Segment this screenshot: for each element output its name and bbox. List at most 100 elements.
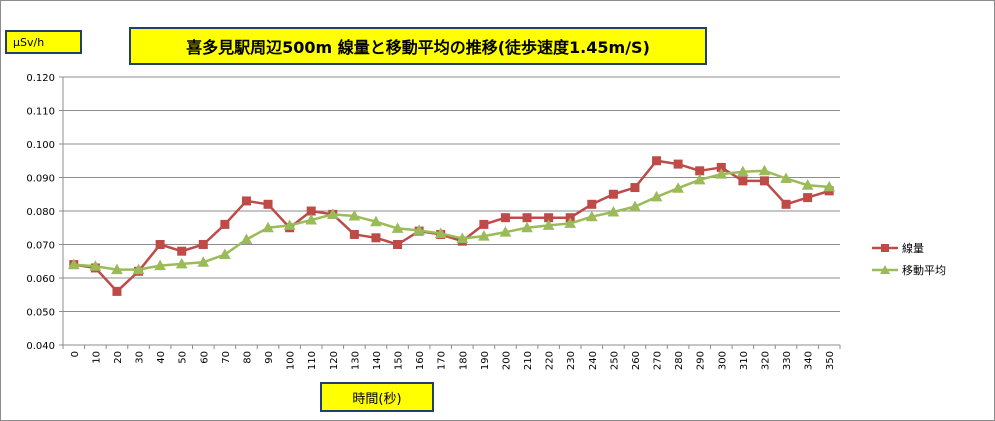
x-tick-label: 20 bbox=[113, 351, 124, 364]
x-tick-label: 260 bbox=[631, 351, 642, 370]
x-tick-label: 0 bbox=[70, 351, 81, 357]
x-tick-label: 60 bbox=[199, 351, 210, 364]
x-tick-label: 210 bbox=[523, 351, 534, 370]
y-tick-label: 0.090 bbox=[26, 174, 55, 185]
x-tick-label: 90 bbox=[264, 351, 275, 364]
data-point bbox=[198, 240, 208, 249]
data-point bbox=[240, 233, 253, 244]
y-tick-labels: 0.040 0.050 0.060 0.070 0.080 0.090 0.100 0.110… bbox=[26, 73, 55, 352]
series-line bbox=[73, 169, 830, 271]
x-tick-label: 280 bbox=[674, 351, 685, 370]
x-tick-label: 220 bbox=[545, 351, 556, 370]
data-point bbox=[587, 199, 597, 209]
data-point bbox=[263, 199, 273, 209]
series-2 bbox=[67, 164, 836, 275]
legend-label: 線量 bbox=[902, 241, 924, 255]
legend-marker bbox=[880, 265, 890, 274]
data-point bbox=[521, 221, 533, 233]
data-point bbox=[652, 156, 662, 166]
data-point bbox=[175, 257, 188, 269]
gridlines bbox=[63, 76, 840, 346]
data-point bbox=[759, 176, 769, 186]
x-tick-label: 160 bbox=[415, 351, 426, 370]
data-point bbox=[650, 190, 663, 202]
data-point bbox=[262, 221, 274, 233]
x-tick-label: 130 bbox=[350, 351, 361, 370]
data-point bbox=[391, 222, 404, 233]
data-point bbox=[305, 214, 318, 225]
data-point bbox=[112, 286, 122, 296]
data-point bbox=[738, 176, 748, 186]
data-point bbox=[306, 206, 316, 216]
x-tick-label: 110 bbox=[307, 351, 318, 370]
data-point bbox=[522, 213, 532, 223]
data-point bbox=[673, 159, 683, 169]
y-tick-label: 0.040 bbox=[26, 341, 55, 352]
data-point bbox=[695, 166, 705, 176]
data-point bbox=[715, 168, 728, 179]
data-point bbox=[371, 233, 381, 243]
x-tick-label: 300 bbox=[717, 351, 728, 370]
data-point bbox=[413, 224, 425, 235]
x-tick-label: 350 bbox=[825, 351, 836, 370]
data-point bbox=[630, 183, 640, 193]
data-point bbox=[479, 219, 489, 229]
x-tick-label: 270 bbox=[653, 351, 664, 370]
x-tick-label: 230 bbox=[566, 351, 577, 370]
data-point bbox=[89, 260, 102, 271]
data-point bbox=[132, 263, 145, 275]
series-line bbox=[73, 159, 830, 293]
data-point bbox=[781, 199, 791, 209]
data-point bbox=[219, 248, 231, 260]
data-point bbox=[197, 256, 210, 267]
data-point bbox=[67, 258, 80, 270]
legend-marker bbox=[881, 244, 889, 252]
x-tick-label: 40 bbox=[156, 351, 167, 364]
x-tick-label: 10 bbox=[91, 351, 102, 364]
data-point bbox=[241, 196, 251, 206]
y-tick-label: 0.110 bbox=[26, 107, 55, 118]
x-tick-label: 190 bbox=[480, 351, 491, 370]
data-point bbox=[672, 182, 684, 193]
x-tick-label: 180 bbox=[458, 351, 469, 370]
data-point bbox=[542, 219, 555, 230]
data-series bbox=[67, 156, 836, 296]
x-tick-label: 340 bbox=[804, 351, 815, 370]
y-tick-label: 0.120 bbox=[26, 73, 55, 84]
data-point bbox=[693, 173, 706, 185]
x-tick-labels: 0 10 20 30 40 50 60 70 80 90 100 110 120 130 140 150 160… bbox=[70, 351, 836, 370]
y-tick-label: 0.080 bbox=[26, 207, 55, 218]
x-tick-label: 310 bbox=[739, 351, 750, 370]
data-point bbox=[456, 232, 469, 243]
y-tick-label: 0.100 bbox=[26, 140, 55, 151]
x-tick-label: 70 bbox=[221, 351, 232, 364]
x-tick-label: 170 bbox=[437, 351, 448, 370]
data-point bbox=[177, 246, 187, 256]
axes bbox=[59, 76, 841, 349]
legend-label: 移動平均 bbox=[902, 263, 946, 277]
data-point bbox=[283, 219, 296, 230]
x-tick-label: 30 bbox=[135, 351, 146, 364]
chart-title: 喜多見駅周辺500m 線量と移動平均の推移(徒歩速度1.45m/S) bbox=[129, 27, 707, 65]
x-tick-label: 150 bbox=[394, 351, 405, 370]
data-point bbox=[370, 215, 382, 227]
data-point bbox=[803, 193, 813, 203]
data-point bbox=[348, 209, 361, 221]
data-point bbox=[220, 219, 230, 229]
data-point bbox=[434, 227, 447, 238]
y-tick-label: 0.050 bbox=[26, 308, 55, 319]
data-point bbox=[154, 259, 166, 271]
data-point bbox=[111, 263, 123, 275]
data-point bbox=[326, 208, 339, 219]
data-point bbox=[780, 172, 792, 184]
data-point bbox=[349, 229, 359, 239]
x-tick-label: 330 bbox=[782, 351, 793, 370]
x-tick-label: 80 bbox=[242, 351, 253, 364]
data-point bbox=[393, 240, 403, 249]
x-tick-label: 100 bbox=[286, 351, 297, 370]
x-tick-label: 240 bbox=[588, 351, 599, 370]
x-tick-label: 50 bbox=[178, 351, 189, 364]
data-point bbox=[823, 180, 836, 192]
